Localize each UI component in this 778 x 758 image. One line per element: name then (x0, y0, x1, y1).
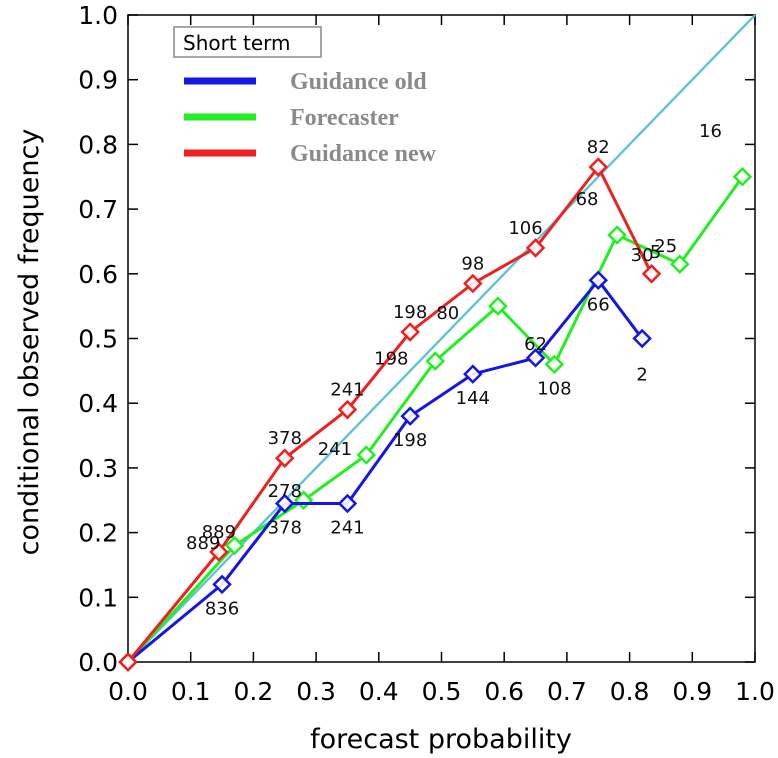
y-tick-label: 0.4 (78, 389, 118, 418)
data-point-guidance-old (337, 493, 358, 514)
y-tick-label: 0.6 (78, 260, 118, 289)
data-label: 241 (318, 439, 352, 460)
legend-label-guidance-new: Guidance new (290, 141, 437, 167)
data-point-guidance-old (632, 328, 652, 349)
x-tick-label: 0.9 (672, 677, 712, 706)
point-labels: 836 378 241 198 144 62 66 2 108 68 25 16 889 378 241 19… (186, 121, 722, 620)
data-point-forecaster (607, 225, 627, 245)
data-label: 106 (508, 218, 542, 239)
data-label: 198 (393, 430, 427, 451)
data-point-forecaster (488, 296, 508, 316)
series-guidance-new (118, 157, 662, 672)
legend-label-guidance-old: Guidance old (290, 69, 427, 95)
x-tick-label: 0.8 (610, 677, 650, 706)
y-tick-label: 0.0 (78, 648, 118, 677)
data-point-guidance-old (400, 406, 420, 426)
data-label: 889 (186, 533, 220, 554)
y-tick-label: 0.2 (78, 519, 118, 548)
data-point-forecaster (669, 254, 690, 274)
data-label: 68 (576, 189, 599, 210)
x-tick-label: 0.4 (359, 677, 399, 706)
data-point-guidance-new (463, 273, 483, 294)
data-label: 25 (654, 236, 677, 257)
data-point-forecaster (224, 535, 245, 556)
y-tick-label: 0.5 (78, 325, 118, 354)
data-label: 62 (524, 334, 547, 355)
data-label: 836 (205, 598, 239, 619)
data-label: 278 (268, 481, 302, 502)
x-tick-label: 0.2 (234, 677, 274, 706)
data-label: 16 (699, 121, 722, 142)
data-label: 241 (330, 517, 364, 538)
data-point-guidance-new (337, 399, 358, 420)
data-point-guidance-old (274, 493, 295, 514)
y-tick-label: 0.3 (78, 454, 118, 483)
legend-title-box (173, 26, 322, 58)
x-tick-label: 0.0 (108, 677, 148, 706)
data-label: 889 (202, 522, 236, 543)
data-label: 198 (374, 348, 408, 369)
data-label: 5 (650, 242, 661, 263)
data-point-guidance-new (209, 542, 229, 562)
data-label: 108 (537, 378, 571, 399)
data-label: 378 (268, 517, 302, 538)
axes: 0.0 0.1 0.2 0.3 0.4 0.5 0.6 0.7 0.8 0.9 1.0 0.0 0.1 0… (78, 1, 775, 706)
y-tick-label: 0.1 (78, 583, 118, 612)
data-point-forecaster (544, 354, 565, 375)
x-tick-label: 0.1 (171, 677, 211, 706)
x-tick-label: 0.5 (422, 677, 462, 706)
data-point-guidance-new (274, 448, 295, 468)
legend-label-forecaster: Forecaster (290, 105, 399, 131)
legend-title: Short term (183, 31, 291, 55)
data-point-forecaster (732, 166, 753, 187)
data-point-guidance-old (588, 270, 609, 291)
legend: Short term Guidance old Forecaster Guidanc… (173, 26, 437, 167)
data-label: 98 (461, 254, 484, 275)
data-label: 80 (436, 303, 459, 324)
data-label: 144 (456, 388, 490, 409)
data-point-guidance-old (212, 574, 232, 595)
perfect-reliability-diagonal (127, 14, 756, 663)
x-tick-label: 0.6 (484, 677, 524, 706)
data-point-forecaster (425, 351, 445, 371)
data-label: 30 (631, 245, 654, 266)
series-layer (118, 157, 753, 672)
y-tick-label: 0.9 (78, 66, 118, 95)
data-point-guidance-new (641, 264, 662, 284)
data-label: 198 (393, 302, 427, 323)
data-point-guidance-new (400, 322, 420, 342)
data-point-forecaster (356, 445, 377, 465)
data-label: 2 (636, 365, 647, 386)
data-point-guidance-new (588, 157, 609, 177)
x-tick-label: 0.7 (547, 677, 587, 706)
diagonal-line (127, 14, 756, 663)
x-tick-label: 0.3 (296, 677, 336, 706)
y-tick-label: 0.8 (78, 130, 118, 159)
y-tick-label: 1.0 (78, 1, 118, 30)
data-point-guidance-old (525, 348, 546, 368)
data-point-guidance-old (463, 364, 483, 384)
series-line-guidance-new (126, 165, 653, 663)
data-point-guidance-new (118, 652, 138, 672)
y-tick-label: 0.7 (78, 195, 118, 224)
data-label: 82 (587, 137, 610, 158)
data-label: 66 (587, 294, 610, 315)
data-point-guidance-new (525, 238, 546, 258)
x-axis-title: forecast probability (310, 724, 572, 755)
x-tick-label: 1.0 (735, 677, 775, 706)
data-label: 378 (268, 428, 302, 449)
y-axis-title: conditional observed frequency (14, 129, 45, 556)
data-label: 241 (330, 380, 364, 401)
